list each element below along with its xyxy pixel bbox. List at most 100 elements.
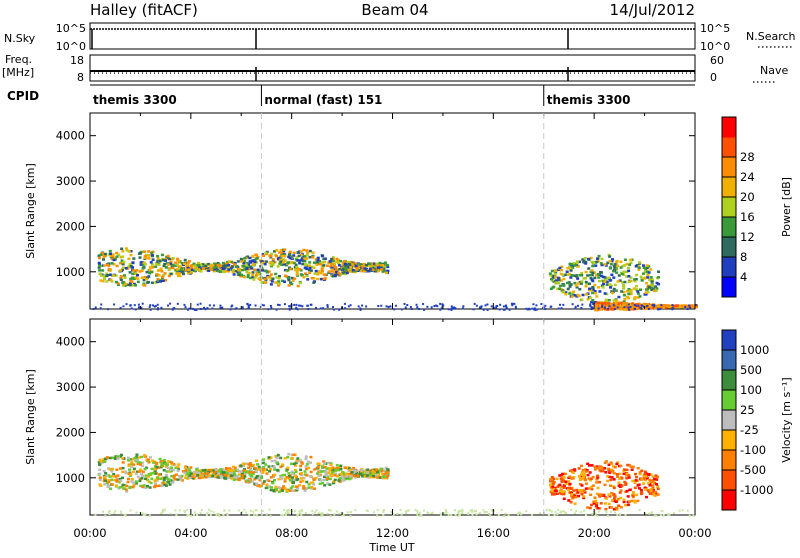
echo-cell <box>175 263 179 266</box>
echo-cell <box>97 254 101 257</box>
echo-cell <box>348 477 352 481</box>
echo-cell <box>324 469 328 473</box>
echo-cell <box>633 481 637 485</box>
echo-cell <box>329 463 333 467</box>
echo-cell <box>219 304 222 307</box>
echo-cell <box>293 265 297 269</box>
echo-cell <box>292 453 296 457</box>
echo-cell <box>610 499 614 502</box>
velocity-ylabel: Slant Range [km] <box>24 369 37 465</box>
echo-cell <box>215 513 218 516</box>
echo-cell <box>621 302 625 306</box>
echo-cell <box>269 486 273 489</box>
echo-cell <box>175 272 179 275</box>
echo-cell <box>625 270 629 274</box>
echo-cell <box>287 452 291 456</box>
echo-cell <box>533 307 536 310</box>
echo-cell <box>573 264 577 267</box>
echo-cell <box>619 496 623 500</box>
echo-cell <box>247 271 251 275</box>
echo-cell <box>564 292 568 296</box>
echo-cell <box>286 455 290 459</box>
echo-cell <box>168 460 172 464</box>
echo-cell <box>338 512 341 515</box>
echo-cell <box>549 305 552 308</box>
echo-cell <box>306 304 309 307</box>
echo-cell <box>358 473 362 476</box>
echo-cell <box>305 487 309 490</box>
echo-cell <box>616 280 620 283</box>
echo-cell <box>261 253 265 256</box>
echo-cell <box>581 489 585 492</box>
echo-cell <box>295 273 299 276</box>
echo-cell <box>453 509 456 512</box>
echo-cell <box>629 305 632 308</box>
echo-cell <box>183 466 187 469</box>
echo-cell <box>164 473 168 477</box>
echo-cell <box>343 260 347 263</box>
echo-cell <box>532 303 535 306</box>
echo-cell <box>299 250 303 253</box>
echo-cell <box>366 264 370 267</box>
echo-cell <box>603 301 607 305</box>
echo-cell <box>548 483 552 487</box>
echo-cell <box>616 514 619 517</box>
echo-cell <box>132 467 136 471</box>
echo-cell <box>598 507 602 510</box>
echo-cell <box>666 513 669 516</box>
echo-cell <box>644 512 647 515</box>
echo-cell <box>553 513 556 516</box>
echo-cell <box>296 514 299 517</box>
echo-cell <box>384 271 388 275</box>
echo-cell <box>551 485 555 488</box>
echo-cell <box>204 475 208 479</box>
echo-cell <box>384 261 388 264</box>
echo-cell <box>227 263 231 267</box>
echo-cell <box>99 460 103 463</box>
echo-cell <box>310 265 314 269</box>
echo-cell <box>103 460 107 464</box>
echo-cell <box>129 264 133 268</box>
echo-cell <box>195 474 199 477</box>
echo-cell <box>548 509 551 512</box>
echo-cell <box>231 268 235 272</box>
echo-cell <box>329 514 332 517</box>
echo-cell <box>566 487 570 490</box>
echo-cell <box>347 262 351 266</box>
echo-cell <box>146 281 150 284</box>
echo-cell <box>400 513 403 516</box>
echo-cell <box>593 291 597 295</box>
echo-cell <box>121 262 125 266</box>
power-colorbar-swatch <box>722 157 736 178</box>
echo-cell <box>296 487 300 491</box>
echo-cell <box>599 502 603 505</box>
echo-cell <box>298 261 302 265</box>
echo-cell <box>363 267 367 270</box>
echo-cell <box>222 471 226 474</box>
echo-cell <box>232 273 236 276</box>
echo-cell <box>221 467 225 471</box>
echo-cell <box>241 474 245 477</box>
echo-cell <box>242 469 246 472</box>
echo-cell <box>610 290 614 293</box>
echo-cell <box>272 465 276 468</box>
echo-cell <box>331 481 335 485</box>
echo-cell <box>203 468 207 472</box>
echo-cell <box>376 509 379 512</box>
echo-cell <box>645 495 649 499</box>
echo-cell <box>311 481 315 484</box>
echo-cell <box>154 482 158 486</box>
echo-cell <box>277 477 281 481</box>
echo-cell <box>185 466 189 469</box>
echo-cell <box>583 478 587 482</box>
echo-cell <box>369 473 373 477</box>
echo-cell <box>283 509 286 512</box>
echo-cell <box>174 264 178 267</box>
echo-cell <box>227 260 231 263</box>
echo-cell <box>222 514 225 517</box>
echo-cell <box>342 271 346 274</box>
echo-cell <box>208 468 212 472</box>
echo-cell <box>672 304 676 308</box>
echo-cell <box>127 250 131 253</box>
echo-cell <box>127 464 131 467</box>
